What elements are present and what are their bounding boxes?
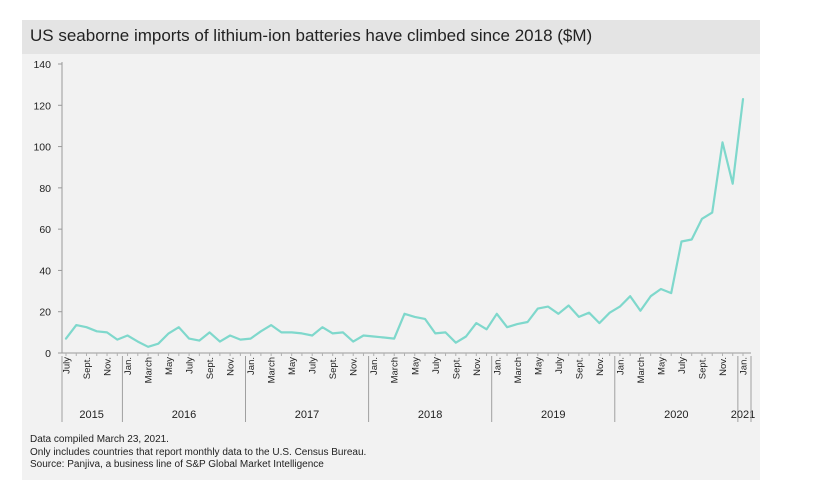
year-label: 2016 — [172, 409, 196, 421]
x-month-label: Nov. — [349, 357, 360, 376]
line-chart: 0 20 40 60 80 100 120 140 July Sept. Nov. Jan. March… — [33, 59, 755, 422]
y-tick-label: 20 — [39, 307, 51, 319]
x-month-label: March — [267, 357, 278, 383]
x-month-label: Sept. — [328, 357, 339, 379]
title-bar: US seaborne imports of lithium-ion batte… — [22, 20, 760, 54]
x-month-label: Sept. — [697, 357, 708, 379]
x-month-label: Jan. — [615, 357, 626, 375]
x-month-label: March — [513, 357, 524, 383]
x-month-label: March — [636, 357, 647, 383]
y-tick-label: 0 — [45, 348, 51, 360]
x-month-label: March — [144, 357, 155, 383]
x-month-label: July — [677, 357, 688, 374]
x-month-label: March — [390, 357, 401, 383]
x-month-label: July — [431, 357, 442, 374]
year-label: 2020 — [664, 409, 688, 421]
y-tick-label: 80 — [39, 183, 51, 195]
x-month-label: May — [533, 357, 544, 375]
note-coverage: Only includes countries that report mont… — [30, 446, 367, 458]
year-label: 2015 — [79, 409, 103, 421]
chart-panel: US seaborne imports of lithium-ion batte… — [22, 20, 760, 480]
x-month-label: Sept. — [82, 357, 93, 379]
x-month-label: Nov. — [595, 357, 606, 376]
note-compiled: Data compiled March 23, 2021. — [30, 434, 169, 445]
source-notes: Data compiled March 23, 2021. Only inclu… — [30, 434, 366, 472]
x-month-label: July — [308, 357, 319, 374]
y-tick-label: 100 — [33, 142, 51, 154]
x-month-label: Jan. — [739, 357, 750, 375]
x-month-label: Nov. — [718, 357, 729, 376]
x-month-label: Jan. — [246, 357, 257, 375]
y-tick-label: 60 — [39, 224, 51, 236]
x-month-label: Sept. — [451, 357, 462, 379]
chart-title: US seaborne imports of lithium-ion batte… — [30, 26, 593, 45]
y-tick-label: 120 — [33, 100, 51, 112]
x-month-label: July — [185, 357, 196, 374]
y-tick-label: 140 — [33, 59, 51, 71]
year-label: 2018 — [418, 409, 442, 421]
x-month-label: May — [164, 357, 175, 375]
x-month-label: Sept. — [205, 357, 216, 379]
x-month-label: May — [287, 357, 298, 375]
x-month-label: Jan. — [492, 357, 503, 375]
x-month-label: May — [410, 357, 421, 375]
note-source: Source: Panjiva, a business line of S&P … — [30, 459, 324, 470]
y-tick-label: 40 — [39, 265, 51, 277]
x-month-label: Nov. — [226, 357, 237, 376]
year-label: 2021 — [731, 409, 755, 421]
x-month-label: Nov. — [103, 357, 114, 376]
year-label: 2017 — [295, 409, 319, 421]
x-month-label: Nov. — [472, 357, 483, 376]
series-line-imports — [64, 97, 745, 348]
x-month-label: May — [656, 357, 667, 375]
x-month-label: Sept. — [574, 357, 585, 379]
x-month-label: July — [62, 357, 73, 374]
year-label: 2019 — [541, 409, 565, 421]
x-month-label: Jan. — [369, 357, 380, 375]
x-month-label: Jan. — [123, 357, 134, 375]
x-month-label: July — [554, 357, 565, 374]
